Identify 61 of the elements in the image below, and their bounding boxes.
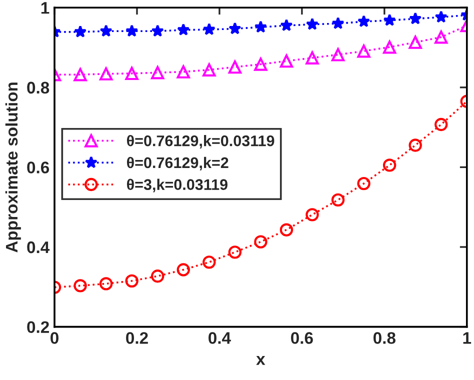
point: [151, 24, 164, 37]
point: [408, 36, 422, 49]
point: [331, 48, 345, 62]
point: [434, 10, 448, 23]
point: [202, 22, 216, 36]
point: [99, 67, 113, 80]
point: [306, 51, 319, 64]
point: [357, 14, 370, 28]
point: [382, 158, 396, 172]
legend-label: θ=0.76129,k=0.03119: [126, 135, 274, 148]
point: [126, 24, 138, 37]
x-axis-title: x: [256, 356, 266, 365]
y-tick-label: 1: [41, 2, 50, 14]
x-tick-label: 1: [463, 332, 472, 344]
point: [228, 22, 242, 34]
x-tick-label: 0.4: [208, 332, 231, 344]
point: [151, 66, 164, 80]
point: [434, 118, 448, 132]
point: [74, 279, 87, 292]
x-tick-label: 0.6: [291, 332, 313, 344]
point: [306, 18, 319, 30]
y-tick-label: 0.8: [27, 82, 50, 94]
point: [306, 208, 319, 222]
legend-label: θ=0.76129,k=2: [126, 156, 228, 170]
x-tick-label: 0: [50, 332, 58, 344]
point: [280, 223, 294, 236]
point: [228, 60, 242, 74]
point: [100, 24, 112, 37]
point: [228, 246, 242, 259]
point: [408, 138, 422, 152]
point: [434, 30, 448, 44]
point: [176, 263, 190, 276]
y-tick-label: 0.6: [27, 162, 50, 174]
point: [177, 23, 190, 36]
point: [383, 14, 396, 26]
legend-label: θ=3,k=0.03119: [126, 178, 228, 192]
point: [254, 20, 268, 33]
y-tick-label: 0.2: [27, 321, 49, 334]
point: [332, 16, 344, 30]
y-axis-title: Approximate solution: [5, 82, 21, 252]
point: [74, 25, 87, 38]
point: [357, 176, 370, 190]
point: [99, 277, 113, 290]
point: [202, 256, 216, 269]
point: [125, 66, 138, 80]
y-tick-label: 0.4: [27, 241, 50, 254]
point: [151, 270, 164, 283]
point: [280, 54, 294, 68]
point: [125, 274, 138, 288]
point: [202, 63, 216, 76]
point: [409, 12, 422, 24]
point: [357, 44, 370, 58]
point: [176, 65, 190, 78]
point: [254, 235, 268, 248]
point: [254, 58, 268, 71]
point: [382, 40, 396, 54]
point: [331, 193, 345, 207]
x-tick-label: 0.2: [126, 332, 148, 344]
point: [74, 68, 87, 82]
x-tick-label: 0.8: [373, 332, 396, 344]
point: [280, 18, 293, 32]
